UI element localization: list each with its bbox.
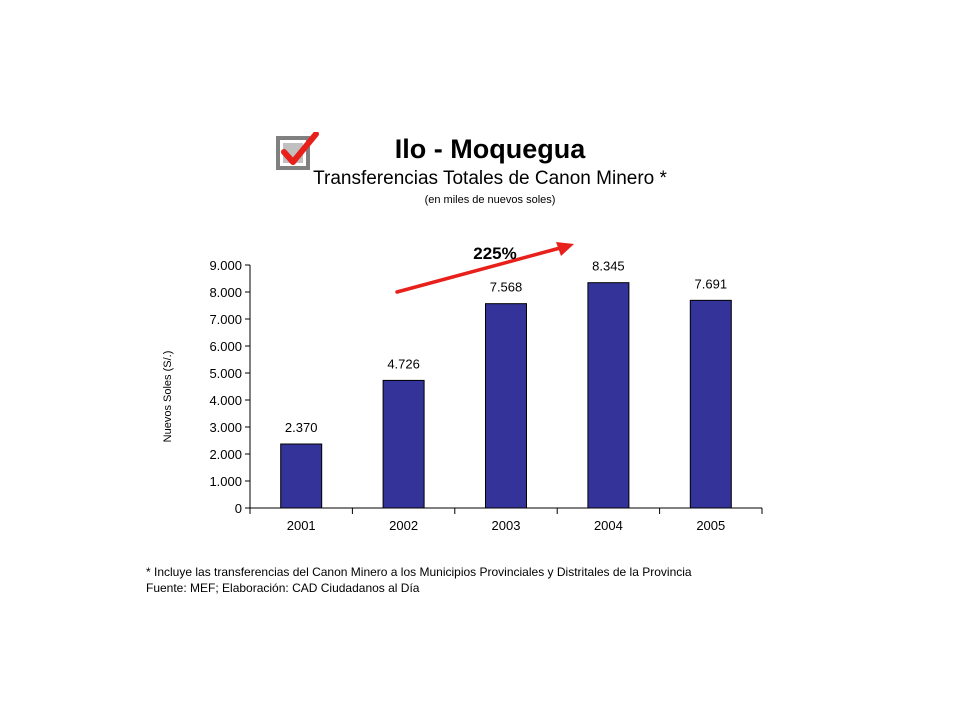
checkbox-check-icon [276,132,319,170]
y-tick-label: 1.000 [209,474,242,489]
growth-arrow [395,246,562,294]
y-axis-label: Nuevos Soles (S/.) [162,351,174,443]
x-tick-label: 2005 [696,518,725,533]
y-tick-label: 2.000 [209,447,242,462]
bar [382,379,425,509]
y-tick-label: 6.000 [209,339,242,354]
growth-arrow-head [556,242,574,256]
footnote-source: Fuente: MEF; Elaboración: CAD Ciudadanos… [146,581,420,595]
x-tick-label: 2004 [594,518,623,533]
y-tick-label: 9.000 [209,258,242,273]
bar [280,443,323,509]
footnote: * Incluye las transferencias del Canon M… [146,564,846,596]
bar [485,303,527,509]
data-label: 8.345 [592,259,625,274]
x-tick-label: 2002 [389,518,418,533]
y-tick-label: 0 [235,501,242,516]
y-tick-label: 7.000 [209,312,242,327]
growth-label: 225% [473,244,517,263]
units-note: (en miles de nuevos soles) [424,194,556,206]
x-tick-label: 2003 [492,518,521,533]
y-tick-label: 5.000 [209,366,242,381]
data-label: 4.726 [387,356,420,371]
bar [689,299,732,509]
page-title: Ilo - Moquegua [394,134,586,164]
data-label: 7.568 [490,280,523,295]
chart-subtitle: Transferencias Totales de Canon Minero * [313,168,667,189]
y-tick-label: 3.000 [209,420,242,435]
data-label: 2.370 [285,420,318,435]
bar [587,282,630,509]
footnote-note: * Incluye las transferencias del Canon M… [146,565,692,579]
x-tick-label: 2001 [287,518,316,533]
data-label: 7.691 [695,276,728,291]
y-tick-label: 8.000 [209,285,242,300]
y-tick-label: 4.000 [209,393,242,408]
